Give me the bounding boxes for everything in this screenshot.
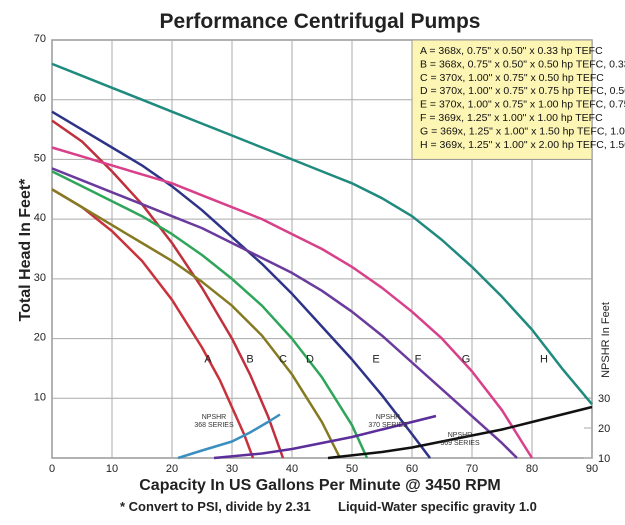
right-y-ticks: 10 20 30 xyxy=(598,393,610,465)
npshr-label: NPSHR xyxy=(202,414,227,421)
curve-label-c: C xyxy=(279,353,287,365)
x-tick-label: 70 xyxy=(466,463,478,475)
x-tick-label: 90 xyxy=(586,463,598,475)
x-tick-label: 20 xyxy=(166,463,178,475)
pump-curve-h xyxy=(51,62,593,406)
pump-curve-f xyxy=(51,167,518,459)
pump-curve-c xyxy=(51,188,342,459)
npshr-label: NPSHR xyxy=(376,414,401,421)
curve-label-f: F xyxy=(415,353,422,365)
npshr-label: 369 SERIES xyxy=(440,440,480,447)
x-tick-label: 80 xyxy=(526,463,538,475)
legend-box xyxy=(411,39,593,160)
curve-label-h: H xyxy=(540,353,548,365)
y-tick-label: 10 xyxy=(34,391,46,403)
legend-entry: H = 369x, 1.25" x 1.00" x 2.00 hp TEFC, … xyxy=(420,139,625,151)
chart-title: Performance Centrifugal Pumps xyxy=(160,10,481,33)
footnote-psi: * Convert to PSI, divide by 2.31 xyxy=(120,499,311,514)
curve-label-b: B xyxy=(246,353,253,365)
right-y-axis-label: NPSHR In Feet xyxy=(600,302,612,378)
footnote-gravity: Liquid-Water specific gravity 1.0 xyxy=(338,499,537,514)
right-y-tick-label: 10 xyxy=(598,453,610,465)
right-y-tick-label: 20 xyxy=(598,423,610,435)
pump-curve-g xyxy=(51,146,534,459)
legend-entry: D = 370x, 1.00" x 0.75" x 0.75 hp TEFC, … xyxy=(420,85,625,97)
x-tick-label: 60 xyxy=(406,463,418,475)
legend-entry: B = 368x, 0.75" x 0.50" x 0.50 hp TEFC, … xyxy=(420,58,625,70)
npshr-curve-2 xyxy=(327,405,593,460)
curve-label-g: G xyxy=(462,353,471,365)
npshr-label: 370 SERIES xyxy=(368,422,408,429)
npshr-curve-1 xyxy=(213,414,437,460)
npshr-label: NPSHR xyxy=(448,432,473,439)
x-tick-label: 10 xyxy=(106,463,118,475)
y-tick-label: 50 xyxy=(34,152,46,164)
legend-entry: F = 369x, 1.25" x 1.00" x 1.00 hp TEFC xyxy=(420,112,603,124)
y-tick-label: 40 xyxy=(34,212,46,224)
x-ticks: 0 10 20 30 40 50 60 70 80 90 xyxy=(49,463,598,475)
y-tick-label: 20 xyxy=(34,332,46,344)
curve-label-d: D xyxy=(306,353,314,365)
y-tick-label: 70 xyxy=(34,33,46,45)
legend-entry: G = 369x, 1.25" x 1.00" x 1.50 hp TEFC, … xyxy=(420,125,625,137)
pump-curves xyxy=(51,62,593,459)
legend-entry: A = 368x, 0.75" x 0.50" x 0.33 hp TEFC xyxy=(420,45,603,57)
legend-entry: E = 370x, 1.00" x 0.75" x 1.00 hp TEFC, … xyxy=(420,99,625,111)
y-ticks: 10 20 30 40 50 60 70 xyxy=(34,33,46,403)
npshr-label: 368 SERIES xyxy=(194,422,234,429)
x-tick-label: 40 xyxy=(286,463,298,475)
y-axis-label: Total Head In Feet* xyxy=(17,178,34,322)
x-tick-label: 50 xyxy=(346,463,358,475)
legend-entry: C = 370x, 1.00" x 0.75" x 0.50 hp TEFC xyxy=(420,72,604,84)
npshr-curves xyxy=(177,405,593,460)
right-y-tick-label: 30 xyxy=(598,393,610,405)
y-tick-label: 30 xyxy=(34,272,46,284)
legend: A = 368x, 0.75" x 0.50" x 0.33 hp TEFCB … xyxy=(411,39,625,160)
pump-curve-d xyxy=(51,170,369,459)
x-tick-label: 30 xyxy=(226,463,238,475)
pump-curve-a xyxy=(51,188,255,459)
x-axis-label: Capacity In US Gallons Per Minute @ 3450… xyxy=(139,477,500,494)
y-tick-label: 60 xyxy=(34,93,46,105)
curve-label-e: E xyxy=(372,353,379,365)
curve-label-a: A xyxy=(204,353,212,365)
npshr-curve-0 xyxy=(177,413,281,460)
x-tick-label: 0 xyxy=(49,463,55,475)
pump-curve-b xyxy=(51,119,285,459)
